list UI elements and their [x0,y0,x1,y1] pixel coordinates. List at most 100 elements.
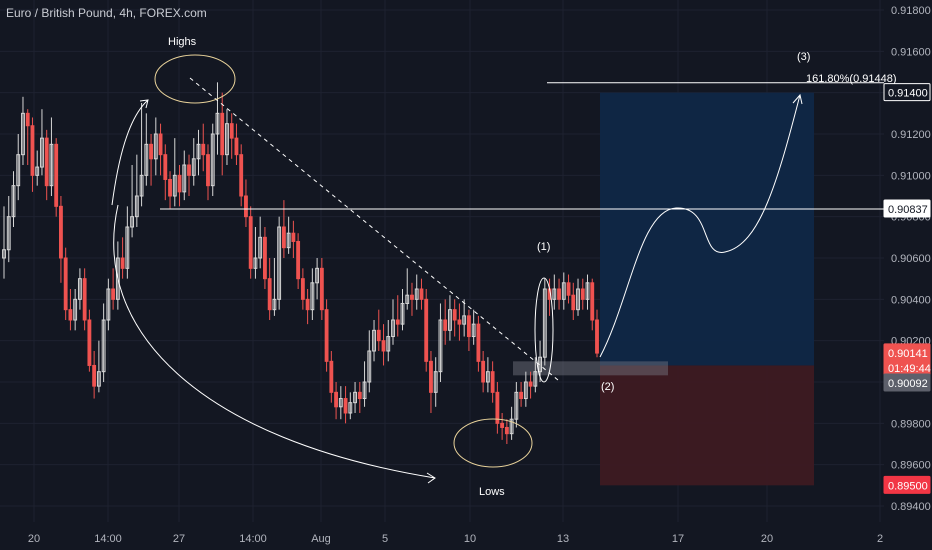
candle-body [391,319,395,338]
candle-body [595,319,599,354]
candle-body [329,360,334,393]
candle-body [585,282,590,300]
candle-body [115,257,120,300]
highs-ellipse[interactable] [154,54,236,104]
candle-body [566,282,571,296]
rally-arrow[interactable] [111,99,149,206]
candle-body [485,371,490,383]
candle [40,109,44,176]
swing-arc[interactable] [113,204,436,484]
x-tick-label: Aug [311,533,331,545]
y-tick-label: 0.91600 [891,46,931,58]
candle [410,282,414,316]
chart-title: Euro / British Pound, 4h, FOREX.com [6,6,207,20]
candle [25,109,30,165]
candle-body [277,226,282,300]
y-tick-label: 0.90400 [891,294,931,306]
candle [87,309,92,372]
candle-body [514,391,519,420]
candle [372,320,376,362]
candle-body [433,371,438,393]
candle-body [191,158,196,176]
candle [210,123,215,196]
candle [63,247,68,320]
candle [92,351,97,399]
candle-body [68,309,73,321]
candle [300,268,305,310]
candle [225,109,229,165]
price-badge-bg [883,373,931,392]
lows-ellipse[interactable] [453,418,533,468]
candle-body [410,294,414,300]
candle-body [16,154,21,187]
candle-body [172,174,177,197]
candle-body [367,350,372,383]
axes: 0.91800 0.91600 0.91400 0.91200 0.91000 0.908… [28,5,931,545]
breakout-ellipse[interactable] [534,277,554,383]
candle-body [120,257,125,269]
candle [16,134,21,201]
candle [580,278,585,310]
candle-body [111,288,116,300]
candle-body [509,418,514,435]
candle [376,309,381,351]
price-badge: 0.91400 [883,83,931,102]
candle [405,268,410,310]
candle [571,282,576,320]
price-badges: 0.91400 0.90837 0.90141 01:49:44 0.90092 0.89… [883,83,931,494]
candle-body [310,282,315,311]
candle-body [49,143,54,187]
projection-path[interactable] [599,93,803,358]
candle [395,295,400,337]
candle [253,227,258,279]
candle [414,274,419,310]
candle [101,303,106,382]
candle [272,258,277,316]
candle-body [253,257,258,269]
candle [234,123,239,165]
candle [590,278,595,331]
entry-box [513,361,668,376]
price-badge: 0.89500 [883,475,931,494]
candle-body [210,133,215,187]
x-tick-label: 5 [382,533,388,545]
candle-body [225,123,229,156]
candle [509,406,514,440]
candle-body [168,178,172,197]
candle [490,361,495,403]
candle [206,144,210,201]
candle [149,134,153,186]
candle-body [92,364,97,387]
candle-body [149,143,153,160]
candle-body [196,143,201,160]
candle-body [443,319,448,331]
candle-body [405,294,410,304]
candle [134,154,139,227]
candle-body [54,143,59,207]
candle-body [400,302,405,325]
candle [267,258,272,320]
candle [82,268,87,331]
candle [476,315,481,372]
candle [277,216,282,310]
candle [542,278,547,366]
candle-body [139,174,144,197]
x-tick-label: 14:00 [94,533,122,545]
candle-body [144,143,149,176]
candle-body [542,288,547,358]
candles [2,82,599,444]
candle-body [187,164,191,176]
candle-body [357,391,362,400]
fib-label: 161.80%(0.91448) [806,73,897,85]
candle-body [552,288,557,300]
candle [348,392,353,420]
label-1: (1) [537,241,550,253]
candle [163,144,168,201]
candle [495,382,500,434]
price-badge-label: 0.90141 [888,348,928,360]
candle [30,117,35,192]
candle-body [429,360,433,393]
price-badge: 01:49:44 [883,358,931,377]
candle-body [305,298,310,311]
